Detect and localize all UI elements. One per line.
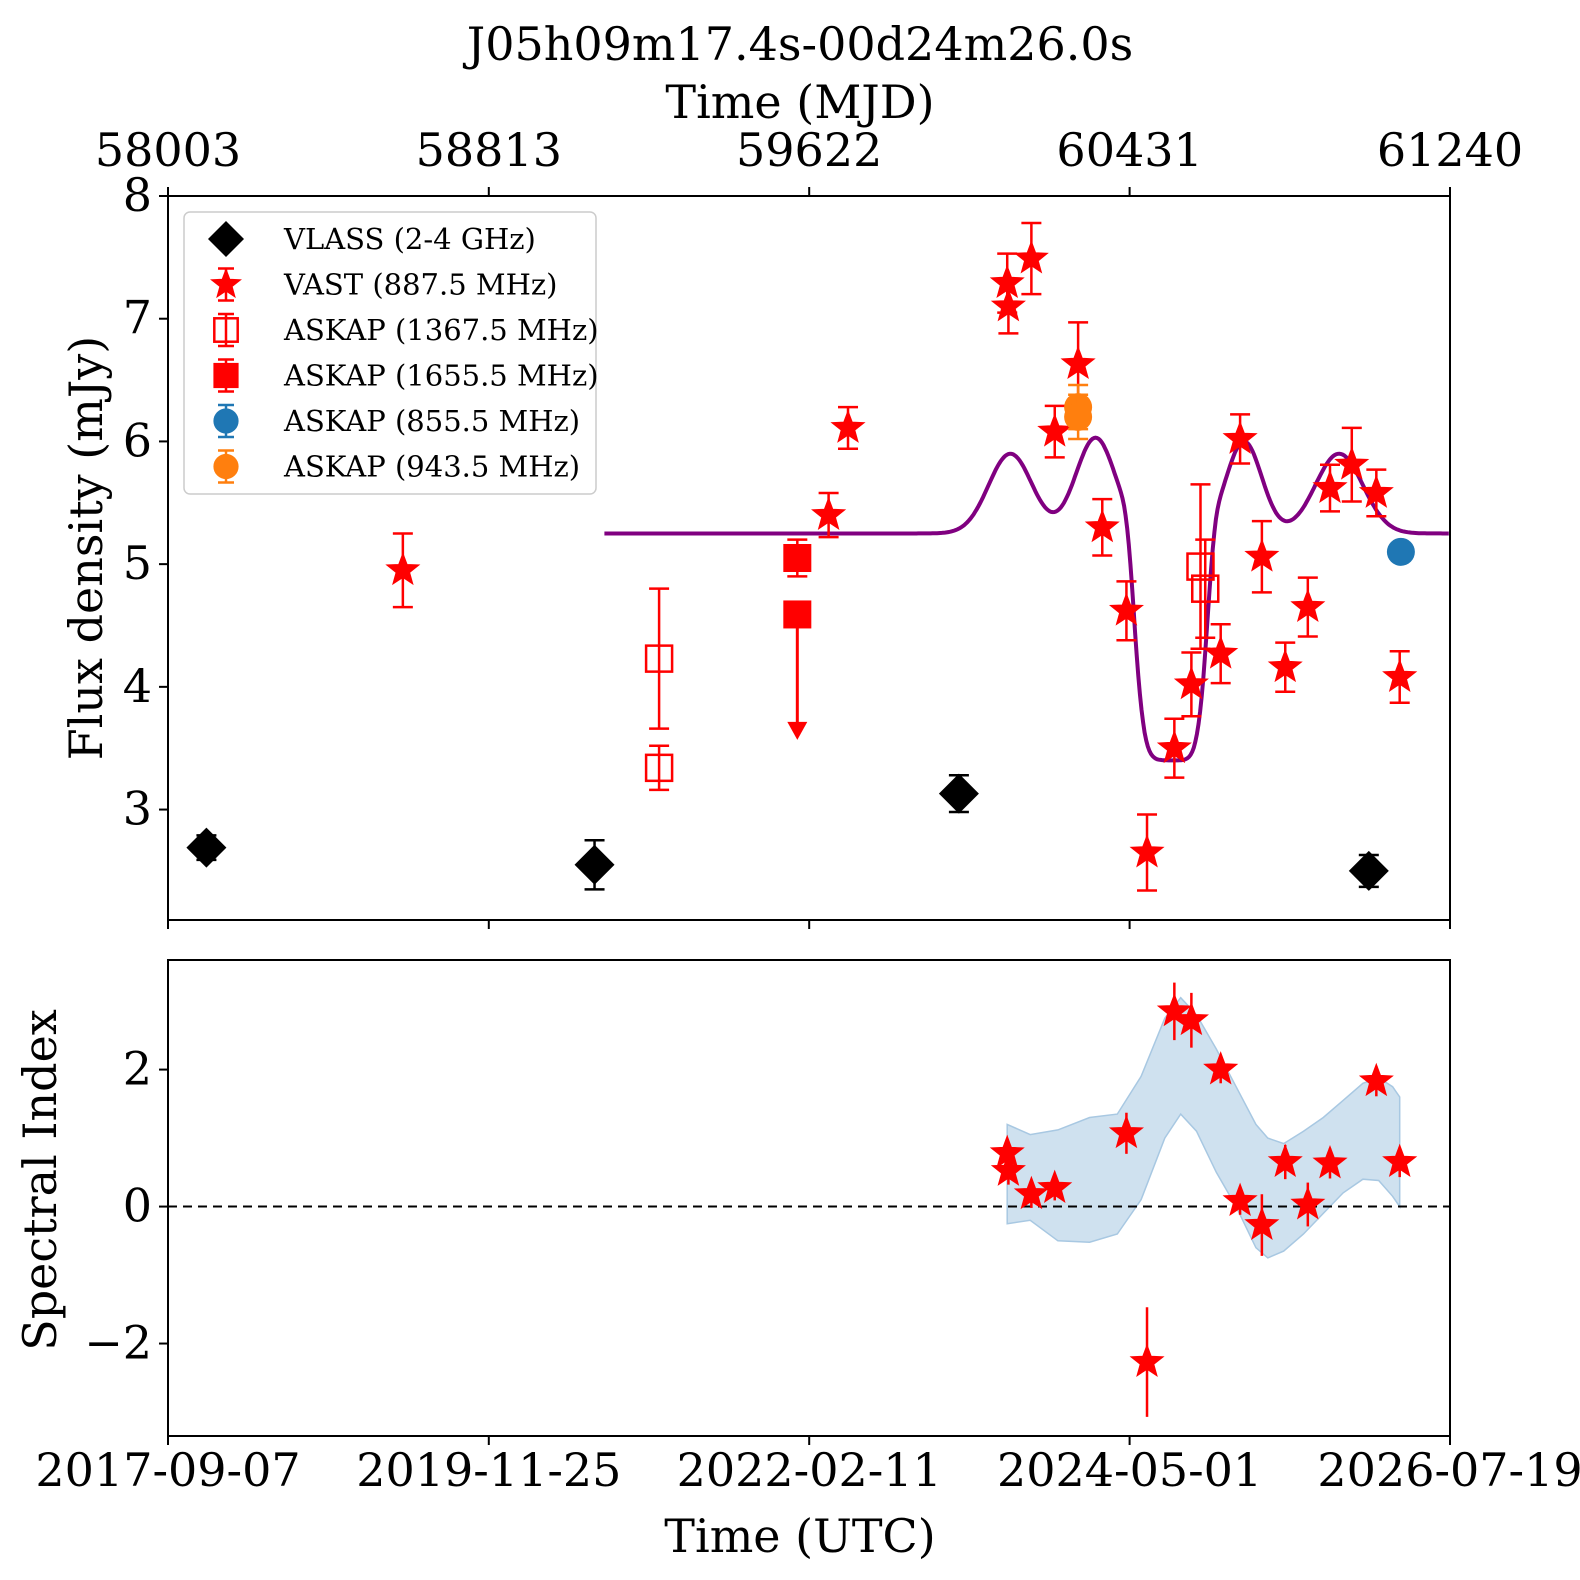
spectral-point (1382, 1143, 1418, 1177)
top-x-tick-label: 60431 (1056, 123, 1202, 177)
spectral-point (1358, 1062, 1394, 1097)
top-x-tick-label: 58813 (416, 123, 562, 177)
flux-point (1312, 469, 1348, 503)
flux-y-tick-label: 6 (123, 413, 152, 467)
flux-point (990, 287, 1026, 322)
legend-box (183, 211, 597, 495)
legend-marker-2 (213, 317, 239, 343)
spectral-point (1156, 992, 1192, 1027)
top-x-tick-label: 58003 (95, 123, 241, 177)
spectral-point (1267, 1143, 1303, 1177)
flux-point (938, 773, 979, 814)
bottom-x-tick-label: 2024-05-01 (997, 1443, 1262, 1497)
legend-label-2: ASKAP (1367.5 MHz) (283, 313, 599, 347)
flux-point (830, 409, 866, 443)
model-curve (604, 435, 1449, 763)
spectral-y-tick-label: −2 (84, 1316, 152, 1370)
legend-label-0: VLASS (2-4 GHz) (283, 222, 536, 256)
flux-point (1348, 850, 1389, 891)
flux-point (644, 644, 674, 673)
flux-point (385, 551, 421, 586)
flux-point (1358, 474, 1394, 508)
flux-point (1186, 552, 1215, 581)
legend-label-1: VAST (887.5 MHz) (283, 268, 557, 302)
spectral-point (1222, 1182, 1258, 1216)
flux-point (1129, 834, 1165, 868)
spectral-y-tick-label: 0 (123, 1179, 152, 1233)
legend-marker-5 (213, 453, 239, 480)
bottom-x-tick-label: 2022-02-11 (677, 1443, 942, 1497)
spectral-point (990, 1152, 1026, 1186)
flux-point (1156, 729, 1192, 764)
top-x-tick-label: 59622 (736, 123, 882, 177)
legend-marker-1 (210, 267, 242, 299)
spectral-point (1013, 1175, 1049, 1210)
flux-y-tick-label: 7 (123, 291, 152, 345)
spectral-point (1244, 1206, 1280, 1240)
spectral-y-tick-label: 2 (123, 1042, 152, 1096)
flux-point (186, 827, 227, 868)
spectral-data-points (989, 982, 1418, 1417)
spectral-point (1129, 1343, 1165, 1377)
flux-point (1222, 420, 1258, 454)
flux-point (1108, 592, 1144, 626)
spectral-point (1173, 1001, 1209, 1036)
upper-limit-arrow-head (787, 721, 808, 740)
flux-point (1290, 588, 1326, 622)
flux-point (1064, 402, 1093, 431)
flux-point (1173, 665, 1209, 700)
flux-y-tick-label: 5 (123, 536, 152, 590)
flux-point (783, 544, 812, 572)
flux-point (783, 600, 812, 629)
flux-y-tick-label: 3 (123, 782, 152, 836)
legend-label-3: ASKAP (1655.5 MHz) (283, 359, 599, 393)
spectral-point (1108, 1114, 1144, 1149)
flux-point (574, 844, 615, 885)
chart-title: J05h09m17.4s-00d24m26.0s (463, 17, 1133, 71)
legend-marker-4 (213, 408, 239, 434)
flux-point (1190, 574, 1220, 603)
flux-point (1386, 537, 1415, 566)
legend-marker-0 (208, 221, 244, 257)
flux-point (811, 496, 847, 530)
flux-point (1060, 345, 1096, 380)
bottom-x-tick-label: 2026-07-19 (1317, 1443, 1580, 1497)
legend-label-5: ASKAP (943.5 MHz) (283, 450, 580, 484)
flux-point (1334, 446, 1370, 480)
flux-point (1267, 648, 1303, 683)
flux-point (1013, 240, 1049, 274)
flux-point (1037, 413, 1073, 447)
flux-y-tick-label: 8 (123, 168, 152, 222)
spectral-point (1312, 1144, 1348, 1179)
plot-layer: 58003 58813 59622 60431 61240 2017-09-07 2019-… (35, 123, 1580, 1497)
top-axis-label: Time (MJD) (665, 75, 934, 129)
bottom-x-tick-label: 2017-09-07 (35, 1443, 300, 1497)
flux-data-points (186, 221, 1418, 892)
bottom-x-tick-label: 2019-11-25 (356, 1443, 621, 1497)
spectral-point (1290, 1186, 1326, 1220)
spectral-index-band (1006, 996, 1401, 1259)
flux-y-tick-label: 4 (123, 659, 152, 713)
top-x-tick-label: 61240 (1377, 123, 1523, 177)
flux-point (1244, 538, 1280, 572)
legend-marker-3 (213, 362, 239, 389)
spectral-point (1037, 1169, 1073, 1203)
bottom-axis-label: Time (UTC) (664, 1509, 935, 1563)
spectral-point (1203, 1051, 1239, 1085)
spectral-y-axis-label: Spectral Index (13, 1009, 67, 1351)
flux-point (644, 753, 674, 783)
flux-point (1084, 508, 1120, 543)
legend-label-4: ASKAP (855.5 MHz) (283, 404, 580, 438)
flux-y-axis-label: Flux density (mJy) (59, 336, 113, 760)
flux-point (1382, 658, 1418, 692)
